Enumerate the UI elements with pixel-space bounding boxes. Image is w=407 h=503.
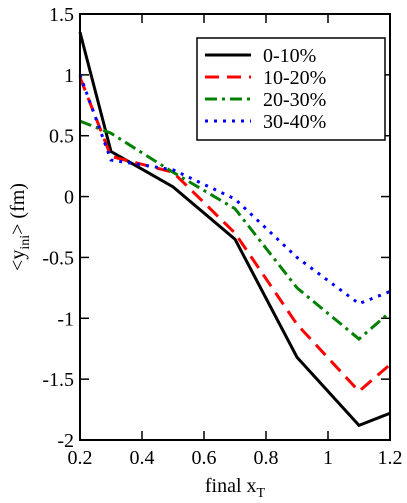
y-tick-label: -1.5 bbox=[42, 369, 74, 391]
x-tick-label: 0.8 bbox=[254, 447, 279, 469]
series-line bbox=[78, 31, 391, 428]
y-label-sub: ini bbox=[18, 235, 33, 250]
x-tick-label: 0.2 bbox=[68, 447, 93, 469]
legend-label: 10-20% bbox=[263, 67, 326, 89]
x-tick-label: 1 bbox=[323, 447, 333, 469]
y-tick-label: -2 bbox=[57, 430, 74, 452]
plot-frame bbox=[79, 13, 391, 441]
x-tick-label: 0.4 bbox=[130, 447, 155, 469]
x-axis-label: final xT bbox=[205, 475, 266, 501]
series-line bbox=[78, 74, 391, 306]
y-tick-label: 1.5 bbox=[49, 4, 74, 26]
y-label-main: <y bbox=[7, 250, 29, 271]
y-label-end: > (fm) bbox=[7, 183, 29, 235]
x-label-main: final x bbox=[205, 475, 257, 497]
y-tick-label: 0.5 bbox=[49, 126, 74, 148]
series-line bbox=[79, 119, 391, 341]
x-tick-label: 0.6 bbox=[192, 447, 217, 469]
legend-label: 0-10% bbox=[263, 45, 316, 67]
x-label-sub: T bbox=[257, 486, 266, 501]
legend-label: 30-40% bbox=[263, 111, 326, 133]
y-tick-label: 0 bbox=[64, 187, 74, 209]
x-tick-label: 1.2 bbox=[378, 447, 403, 469]
y-tick-label: -0.5 bbox=[42, 247, 74, 269]
legend-label: 20-30% bbox=[263, 89, 326, 111]
y-tick-label: 1 bbox=[64, 65, 74, 87]
y-tick-label: -1 bbox=[57, 308, 74, 330]
y-axis-label: <yini> (fm) bbox=[7, 183, 33, 271]
